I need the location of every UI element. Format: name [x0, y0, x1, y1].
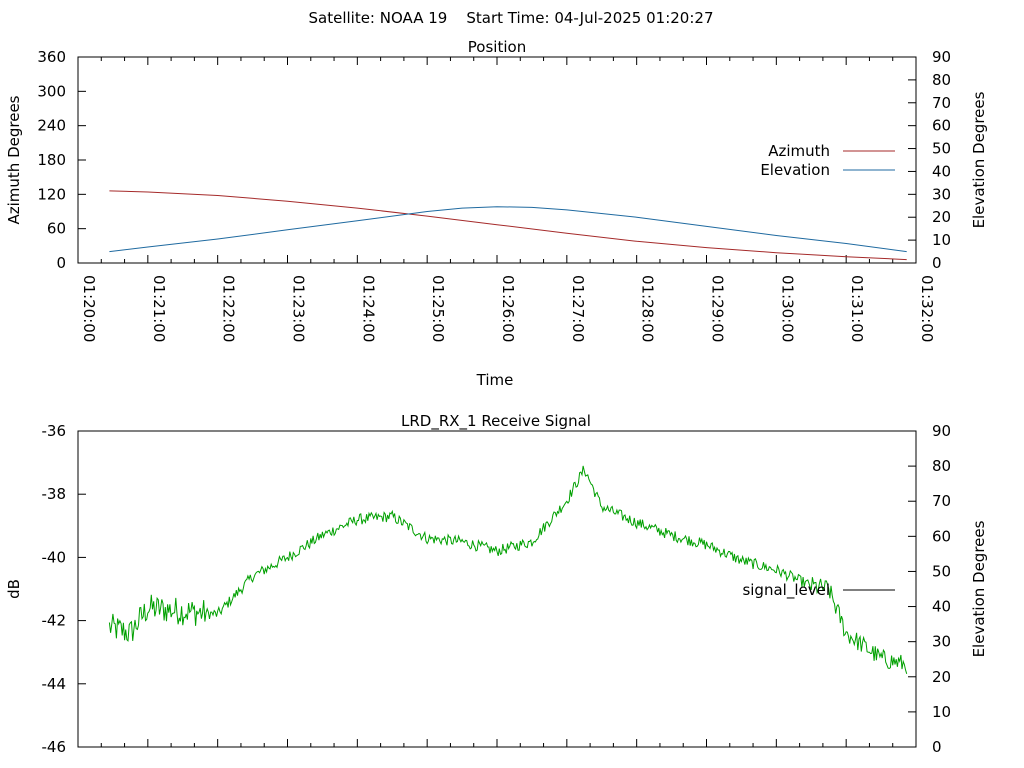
signal-right-tick-label: 90 [932, 422, 951, 440]
position-right-tick-label: 40 [932, 162, 951, 180]
signal-right-tick-label: 70 [932, 492, 951, 510]
position-x-tick-label: 01:31:00 [848, 275, 866, 342]
signal-right-tick-label: 50 [932, 562, 951, 580]
signal-right-tick-label: 20 [932, 668, 951, 686]
legend-label-signal-level: signal_level [742, 581, 830, 600]
position-x-tick-label: 01:32:00 [918, 275, 936, 342]
position-x-tick-label: 01:25:00 [429, 275, 447, 342]
position-x-axis-label: Time [476, 371, 514, 389]
position-x-tick-label: 01:30:00 [778, 275, 796, 342]
signal-left-tick-label: -36 [42, 422, 67, 440]
legend-label-azimuth: Azimuth [768, 142, 830, 160]
position-left-axis-label: Azimuth Degrees [5, 95, 23, 224]
signal-left-tick-label: -44 [42, 675, 67, 693]
position-x-tick-label: 01:22:00 [220, 275, 238, 342]
position-left-tick-label: 240 [37, 117, 66, 135]
series-line-signal-level [108, 465, 908, 674]
position-left-tick-label: 60 [47, 220, 66, 238]
position-left-tick-label: 0 [56, 254, 66, 272]
position-right-tick-label: 10 [932, 231, 951, 249]
signal-left-tick-label: -46 [42, 738, 67, 756]
position-left-tick-label: 120 [37, 185, 66, 203]
position-x-tick-label: 01:23:00 [290, 275, 308, 342]
signal-right-tick-label: 40 [932, 598, 951, 616]
position-x-tick-label: 01:21:00 [150, 275, 168, 342]
signal-right-tick-label: 0 [932, 738, 942, 756]
signal-right-axis-label: Elevation Degrees [970, 520, 988, 657]
position-right-tick-label: 0 [932, 254, 942, 272]
series-line-elevation [109, 206, 907, 253]
signal-right-tick-label: 60 [932, 527, 951, 545]
position-x-tick-label: 01:20:00 [80, 275, 98, 342]
position-x-tick-label: 01:24:00 [359, 275, 377, 342]
signal-left-tick-label: -40 [42, 548, 67, 566]
page-header: Satellite: NOAA 19 Start Time: 04-Jul-20… [309, 9, 714, 27]
legend-label-elevation: Elevation [760, 161, 830, 179]
position-left-tick-label: 300 [37, 82, 66, 100]
position-plot-frame [77, 56, 917, 264]
signal-left-axis-label: dB [5, 579, 23, 599]
position-right-tick-label: 20 [932, 208, 951, 226]
position-right-tick-label: 70 [932, 94, 951, 112]
signal-left-tick-label: -42 [42, 612, 67, 630]
signal-chart: LRD_RX_1 Receive Signal dB Elevation Deg… [5, 412, 988, 756]
position-right-tick-label: 30 [932, 185, 951, 203]
position-chart-title: Position [468, 38, 526, 56]
series-line-azimuth [109, 190, 907, 261]
position-x-tick-label: 01:26:00 [499, 275, 517, 342]
signal-right-tick-label: 10 [932, 703, 951, 721]
position-x-tick-label: 01:29:00 [709, 275, 727, 342]
position-left-tick-label: 360 [37, 48, 66, 66]
position-chart: Position Azimuth Degrees Elevation Degre… [5, 38, 988, 389]
position-left-tick-label: 180 [37, 151, 66, 169]
position-x-tick-label: 01:28:00 [639, 275, 657, 342]
position-right-tick-label: 50 [932, 140, 951, 158]
position-right-tick-label: 80 [932, 71, 951, 89]
position-x-tick-label: 01:27:00 [569, 275, 587, 342]
position-right-tick-label: 60 [932, 117, 951, 135]
signal-left-tick-label: -38 [42, 485, 67, 503]
position-right-tick-label: 90 [932, 48, 951, 66]
signal-right-tick-label: 80 [932, 457, 951, 475]
signal-right-tick-label: 30 [932, 633, 951, 651]
signal-chart-title: LRD_RX_1 Receive Signal [401, 412, 591, 431]
position-right-axis-label: Elevation Degrees [970, 91, 988, 228]
